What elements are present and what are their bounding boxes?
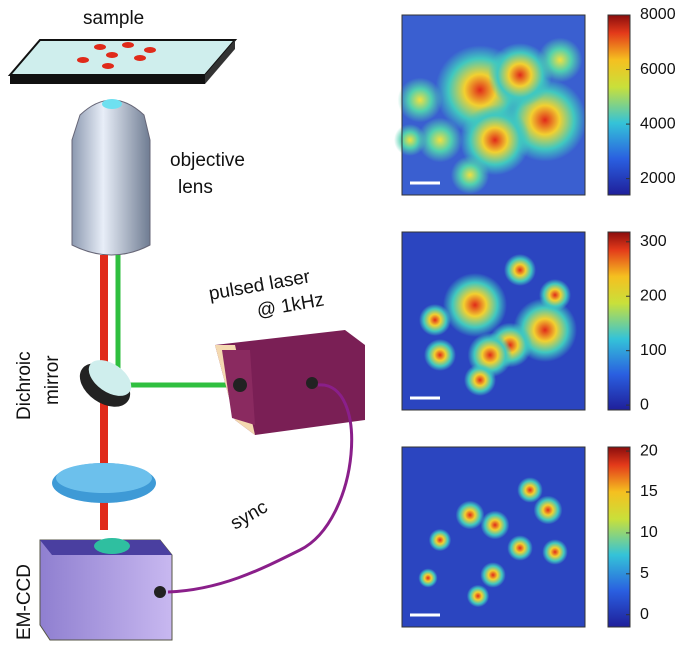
spot <box>464 364 496 396</box>
label: mirror <box>42 355 63 405</box>
tick-label: 300 <box>640 233 667 250</box>
spot <box>394 124 426 156</box>
spot <box>398 78 443 123</box>
spot <box>507 535 533 561</box>
spot <box>451 156 489 194</box>
tick-label: 4000 <box>640 115 676 132</box>
spot <box>424 339 456 371</box>
tick-label: 5 <box>640 565 649 582</box>
heatmap <box>402 447 585 627</box>
diagram: sample objective lens pulsed laser @ 1kH… <box>10 8 365 640</box>
figure: sample objective lens pulsed laser @ 1kH… <box>0 0 690 658</box>
tick-label: 100 <box>640 342 667 359</box>
tick-label: 8000 <box>640 6 676 23</box>
tick-label: 20 <box>640 442 658 459</box>
spot <box>480 562 506 588</box>
tick-label: 0 <box>640 606 649 623</box>
heatmap <box>394 15 587 195</box>
tick-label: 15 <box>640 483 658 500</box>
spot <box>418 568 437 587</box>
spot <box>456 501 485 530</box>
tick-label: 0 <box>640 396 649 413</box>
spot <box>467 585 489 607</box>
spot <box>542 539 568 565</box>
label: lens <box>178 177 213 198</box>
colorbar <box>608 15 630 195</box>
spot <box>539 279 571 311</box>
label: EM-CCD <box>14 564 35 640</box>
spot <box>517 477 543 503</box>
label: objective <box>170 150 245 171</box>
tick-label: 2000 <box>640 170 676 187</box>
spot <box>481 511 510 540</box>
label: sample <box>83 8 144 29</box>
spot <box>504 254 536 286</box>
colorbar <box>608 232 630 410</box>
spot <box>429 529 451 551</box>
label: Dichroic <box>14 351 35 420</box>
tick-label: 6000 <box>640 61 676 78</box>
heatmap <box>402 232 585 410</box>
spot <box>538 38 583 83</box>
colorbar <box>608 447 630 627</box>
tick-label: 10 <box>640 524 658 541</box>
tick-label: 200 <box>640 287 667 304</box>
spot <box>419 304 451 336</box>
label: sync <box>227 497 271 535</box>
